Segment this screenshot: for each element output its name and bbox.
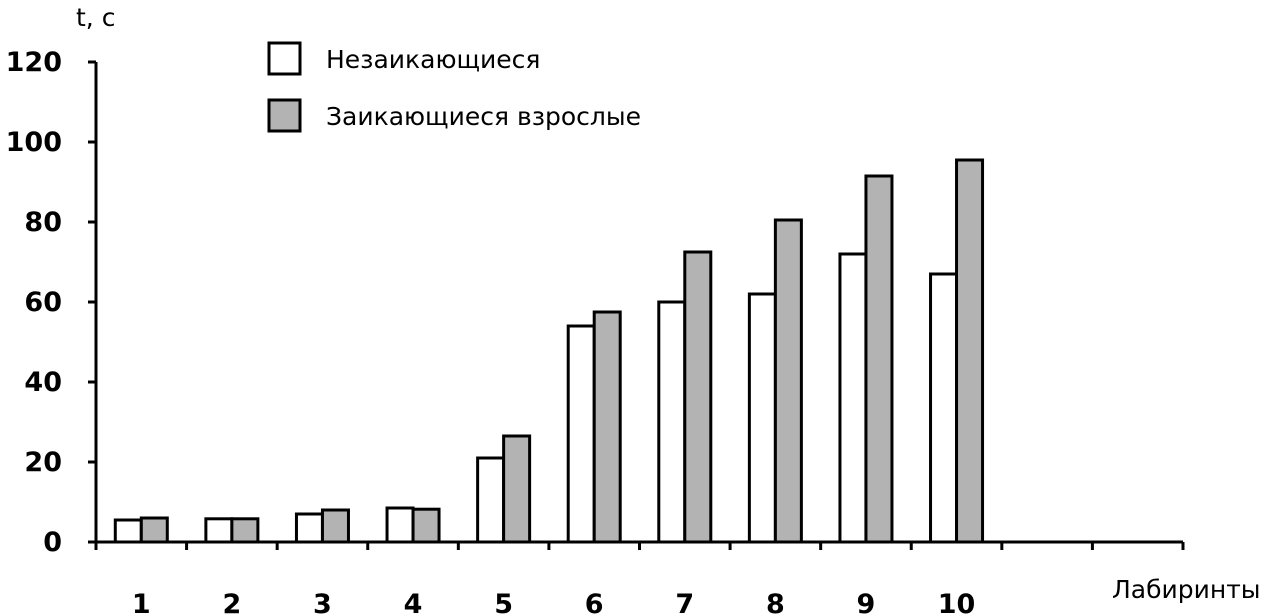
bar-stuttering-10 <box>955 158 985 544</box>
x-tick-label: 9 <box>857 589 876 615</box>
x-axis-label: Лабиринты <box>1112 575 1261 604</box>
y-axis: 0 20 40 60 80 100 120 <box>6 47 98 558</box>
bar-nonstuttering-5 <box>476 456 506 544</box>
legend-label: Незаикающиеся <box>326 45 540 74</box>
x-tick-label: 8 <box>766 589 785 615</box>
bar-nonstuttering-9 <box>838 252 868 544</box>
legend-label: Заикающиеся взрослые <box>326 102 641 131</box>
bar-stuttering-5 <box>502 434 532 544</box>
bar-nonstuttering-4 <box>385 506 415 544</box>
x-tick-label: 6 <box>585 589 604 615</box>
x-tick-label: 10 <box>938 589 976 615</box>
bar-nonstuttering-10 <box>929 272 959 544</box>
bar-stuttering-7 <box>683 250 713 544</box>
y-tick-label: 20 <box>24 447 62 478</box>
x-tick-label: 3 <box>313 589 332 615</box>
x-tick-label: 5 <box>494 589 513 615</box>
y-tick-label: 0 <box>43 527 62 558</box>
legend-swatch <box>267 98 302 133</box>
bars <box>113 158 985 544</box>
bar-nonstuttering-7 <box>657 300 687 544</box>
x-axis: 1 2 3 4 5 6 7 8 9 10 <box>94 540 1185 615</box>
y-tick-label: 100 <box>6 127 62 158</box>
bar-nonstuttering-3 <box>294 512 324 544</box>
y-tick-label: 60 <box>24 287 62 318</box>
y-axis-label: t, с <box>76 3 115 32</box>
x-tick-label: 7 <box>675 589 694 615</box>
bar-nonstuttering-6 <box>566 324 596 544</box>
x-tick-label: 2 <box>222 589 241 615</box>
bar-stuttering-4 <box>411 507 441 544</box>
bar-stuttering-3 <box>320 508 350 544</box>
bar-nonstuttering-2 <box>204 517 234 544</box>
bar-stuttering-6 <box>592 310 622 544</box>
bar-nonstuttering-8 <box>747 292 777 544</box>
legend: Незаикающиеся Заикающиеся взрослые <box>267 41 641 133</box>
x-tick-label: 1 <box>132 589 151 615</box>
bar-stuttering-1 <box>139 516 169 544</box>
bar-stuttering-9 <box>864 174 894 544</box>
bar-stuttering-2 <box>230 517 260 544</box>
y-tick-label: 40 <box>24 367 62 398</box>
x-tick-label: 4 <box>404 589 423 615</box>
y-tick-label: 80 <box>24 207 62 238</box>
legend-swatch <box>267 41 302 76</box>
bar-stuttering-8 <box>773 218 803 544</box>
bar-nonstuttering-1 <box>113 518 143 544</box>
y-tick-label: 120 <box>6 47 62 78</box>
